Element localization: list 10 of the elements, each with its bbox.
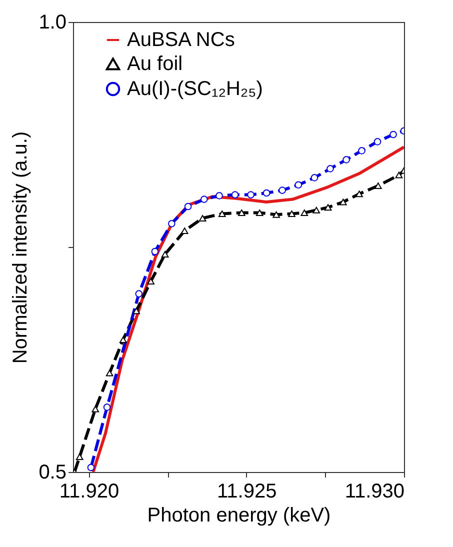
legend-label: AuBSA NCs (127, 29, 235, 51)
x-tick-label: 11.930 (344, 480, 404, 502)
y-tick-label: 0.5 (38, 462, 66, 484)
x-axis-title: Photon energy (keV) (147, 504, 331, 526)
legend-label: Au(I)-(SC₁₂H₂₅) (127, 78, 263, 100)
y-axis-title: Normalized intensity (a.u.) (10, 131, 32, 364)
x-tick-label: 11.925 (217, 480, 277, 502)
legend-label: Au foil (127, 53, 183, 75)
y-tick-label: 1.0 (38, 12, 66, 34)
x-tick-label: 11.920 (59, 480, 120, 502)
